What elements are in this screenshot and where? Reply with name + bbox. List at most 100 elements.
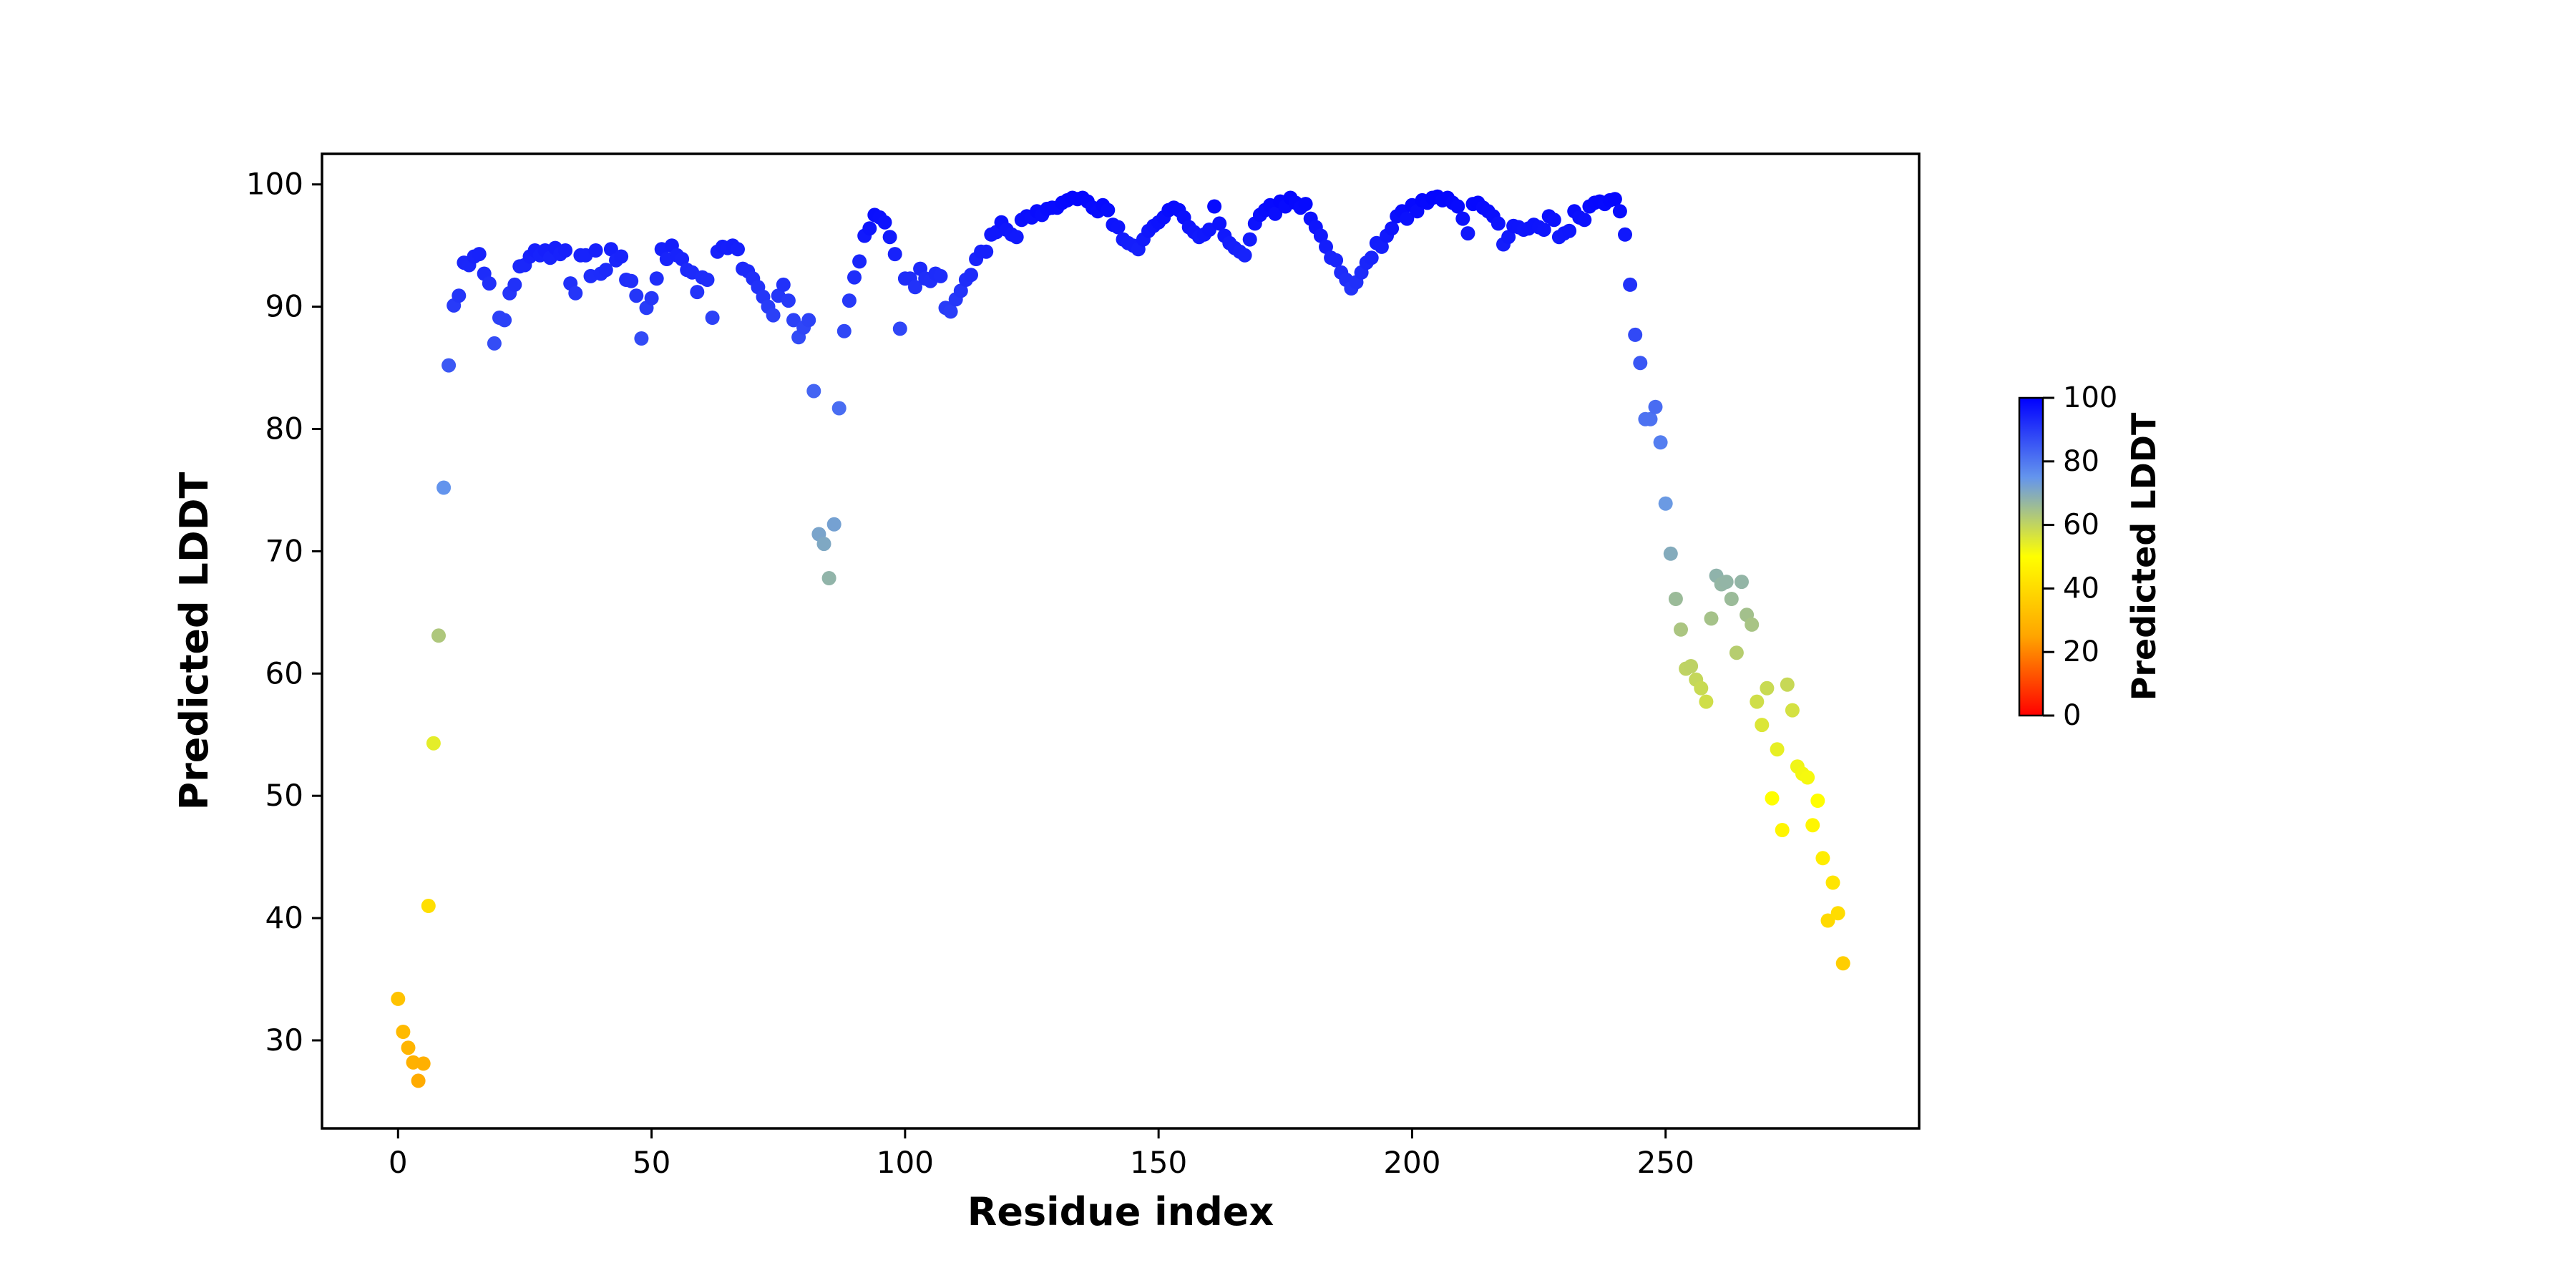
data-point <box>391 991 406 1006</box>
data-point <box>1830 906 1845 921</box>
data-point <box>624 273 639 288</box>
data-point <box>482 276 497 291</box>
x-tick-label: 50 <box>633 1145 670 1180</box>
data-point <box>568 286 583 301</box>
data-point <box>826 517 841 532</box>
data-point <box>1009 230 1024 245</box>
data-point <box>1455 211 1470 226</box>
data-point <box>1674 622 1688 637</box>
data-point <box>634 331 649 346</box>
data-point <box>1237 248 1252 263</box>
data-point <box>1750 694 1765 709</box>
data-point <box>1450 199 1465 214</box>
data-point <box>1663 546 1678 561</box>
data-point <box>1268 206 1283 221</box>
y-tick-label: 60 <box>265 655 303 691</box>
data-point <box>603 242 618 257</box>
data-point <box>1684 659 1699 673</box>
data-point <box>847 270 862 285</box>
data-point <box>1745 617 1760 632</box>
data-point <box>1410 204 1425 219</box>
data-point <box>421 899 436 913</box>
data-point <box>1668 592 1683 606</box>
data-point <box>1546 213 1561 228</box>
data-point <box>1719 575 1734 590</box>
data-point <box>487 336 502 351</box>
data-point <box>1810 794 1825 808</box>
data-point <box>1704 611 1719 626</box>
data-point <box>786 313 801 328</box>
data-point <box>436 480 452 495</box>
x-tick-label: 0 <box>389 1145 408 1180</box>
data-point <box>1699 694 1714 709</box>
data-point <box>1765 791 1780 806</box>
colorbar-tick-label: 100 <box>2063 381 2117 414</box>
colorbar-gradient-bar <box>2018 396 2044 717</box>
data-point <box>396 1025 411 1039</box>
colorbar-tick-label: 20 <box>2063 635 2099 668</box>
data-point <box>644 291 659 306</box>
data-point <box>1101 203 1116 218</box>
data-point <box>1612 204 1627 219</box>
data-point <box>1694 680 1709 696</box>
data-point <box>598 263 613 278</box>
data-point <box>649 271 664 286</box>
y-tick-label: 70 <box>265 533 303 568</box>
x-tick-label: 150 <box>1130 1145 1187 1180</box>
data-point <box>1364 250 1379 265</box>
axes-spines <box>321 152 1921 1130</box>
data-point <box>933 268 948 283</box>
data-point <box>1313 228 1328 243</box>
data-point <box>806 384 821 399</box>
data-point <box>836 323 852 338</box>
data-point <box>1374 239 1389 254</box>
colorbar-tick-label: 60 <box>2063 509 2099 542</box>
data-point <box>1815 851 1830 866</box>
y-axis-title: Predicted LDDT <box>172 472 217 810</box>
data-point <box>472 247 487 262</box>
data-point <box>690 285 705 300</box>
data-point <box>862 221 877 236</box>
data-point <box>1460 226 1475 241</box>
data-point <box>1729 645 1744 660</box>
data-point <box>1755 718 1770 733</box>
colorbar: 0 20 40 60 80 100 Predicted LDDT <box>2018 381 2163 732</box>
data-point <box>1780 677 1795 692</box>
data-point <box>882 230 897 245</box>
data-point <box>1536 223 1551 237</box>
x-axis-title: Residue index <box>967 1189 1274 1234</box>
data-point <box>1805 818 1820 833</box>
data-point <box>892 321 907 336</box>
data-point <box>801 313 816 328</box>
data-point <box>588 243 603 258</box>
data-point <box>431 628 446 643</box>
data-point <box>1385 221 1400 236</box>
data-point <box>1577 213 1592 228</box>
scatter-points-layer <box>391 189 1850 1088</box>
data-point <box>452 288 467 303</box>
plot-area <box>322 154 1919 1128</box>
data-point <box>1775 823 1790 837</box>
data-point <box>1724 592 1739 606</box>
data-point <box>1825 875 1840 890</box>
data-point <box>1212 216 1227 231</box>
x-axis-ticks: 0 50 100 150 200 250 <box>389 1128 1694 1180</box>
data-point <box>1562 223 1577 238</box>
data-point <box>1400 211 1415 226</box>
data-point <box>852 254 867 269</box>
data-point <box>1760 680 1775 696</box>
x-tick-label: 250 <box>1637 1145 1694 1180</box>
data-point <box>953 283 968 298</box>
data-point <box>1800 770 1815 785</box>
data-point <box>831 401 847 416</box>
data-point <box>964 268 978 283</box>
data-point <box>1298 197 1313 212</box>
data-point <box>731 242 745 257</box>
y-tick-label: 90 <box>265 289 303 324</box>
data-point <box>1501 230 1516 245</box>
data-point <box>1242 232 1257 247</box>
data-point <box>700 273 715 287</box>
data-point <box>629 288 644 303</box>
data-point <box>1785 703 1800 718</box>
data-point <box>558 243 573 258</box>
